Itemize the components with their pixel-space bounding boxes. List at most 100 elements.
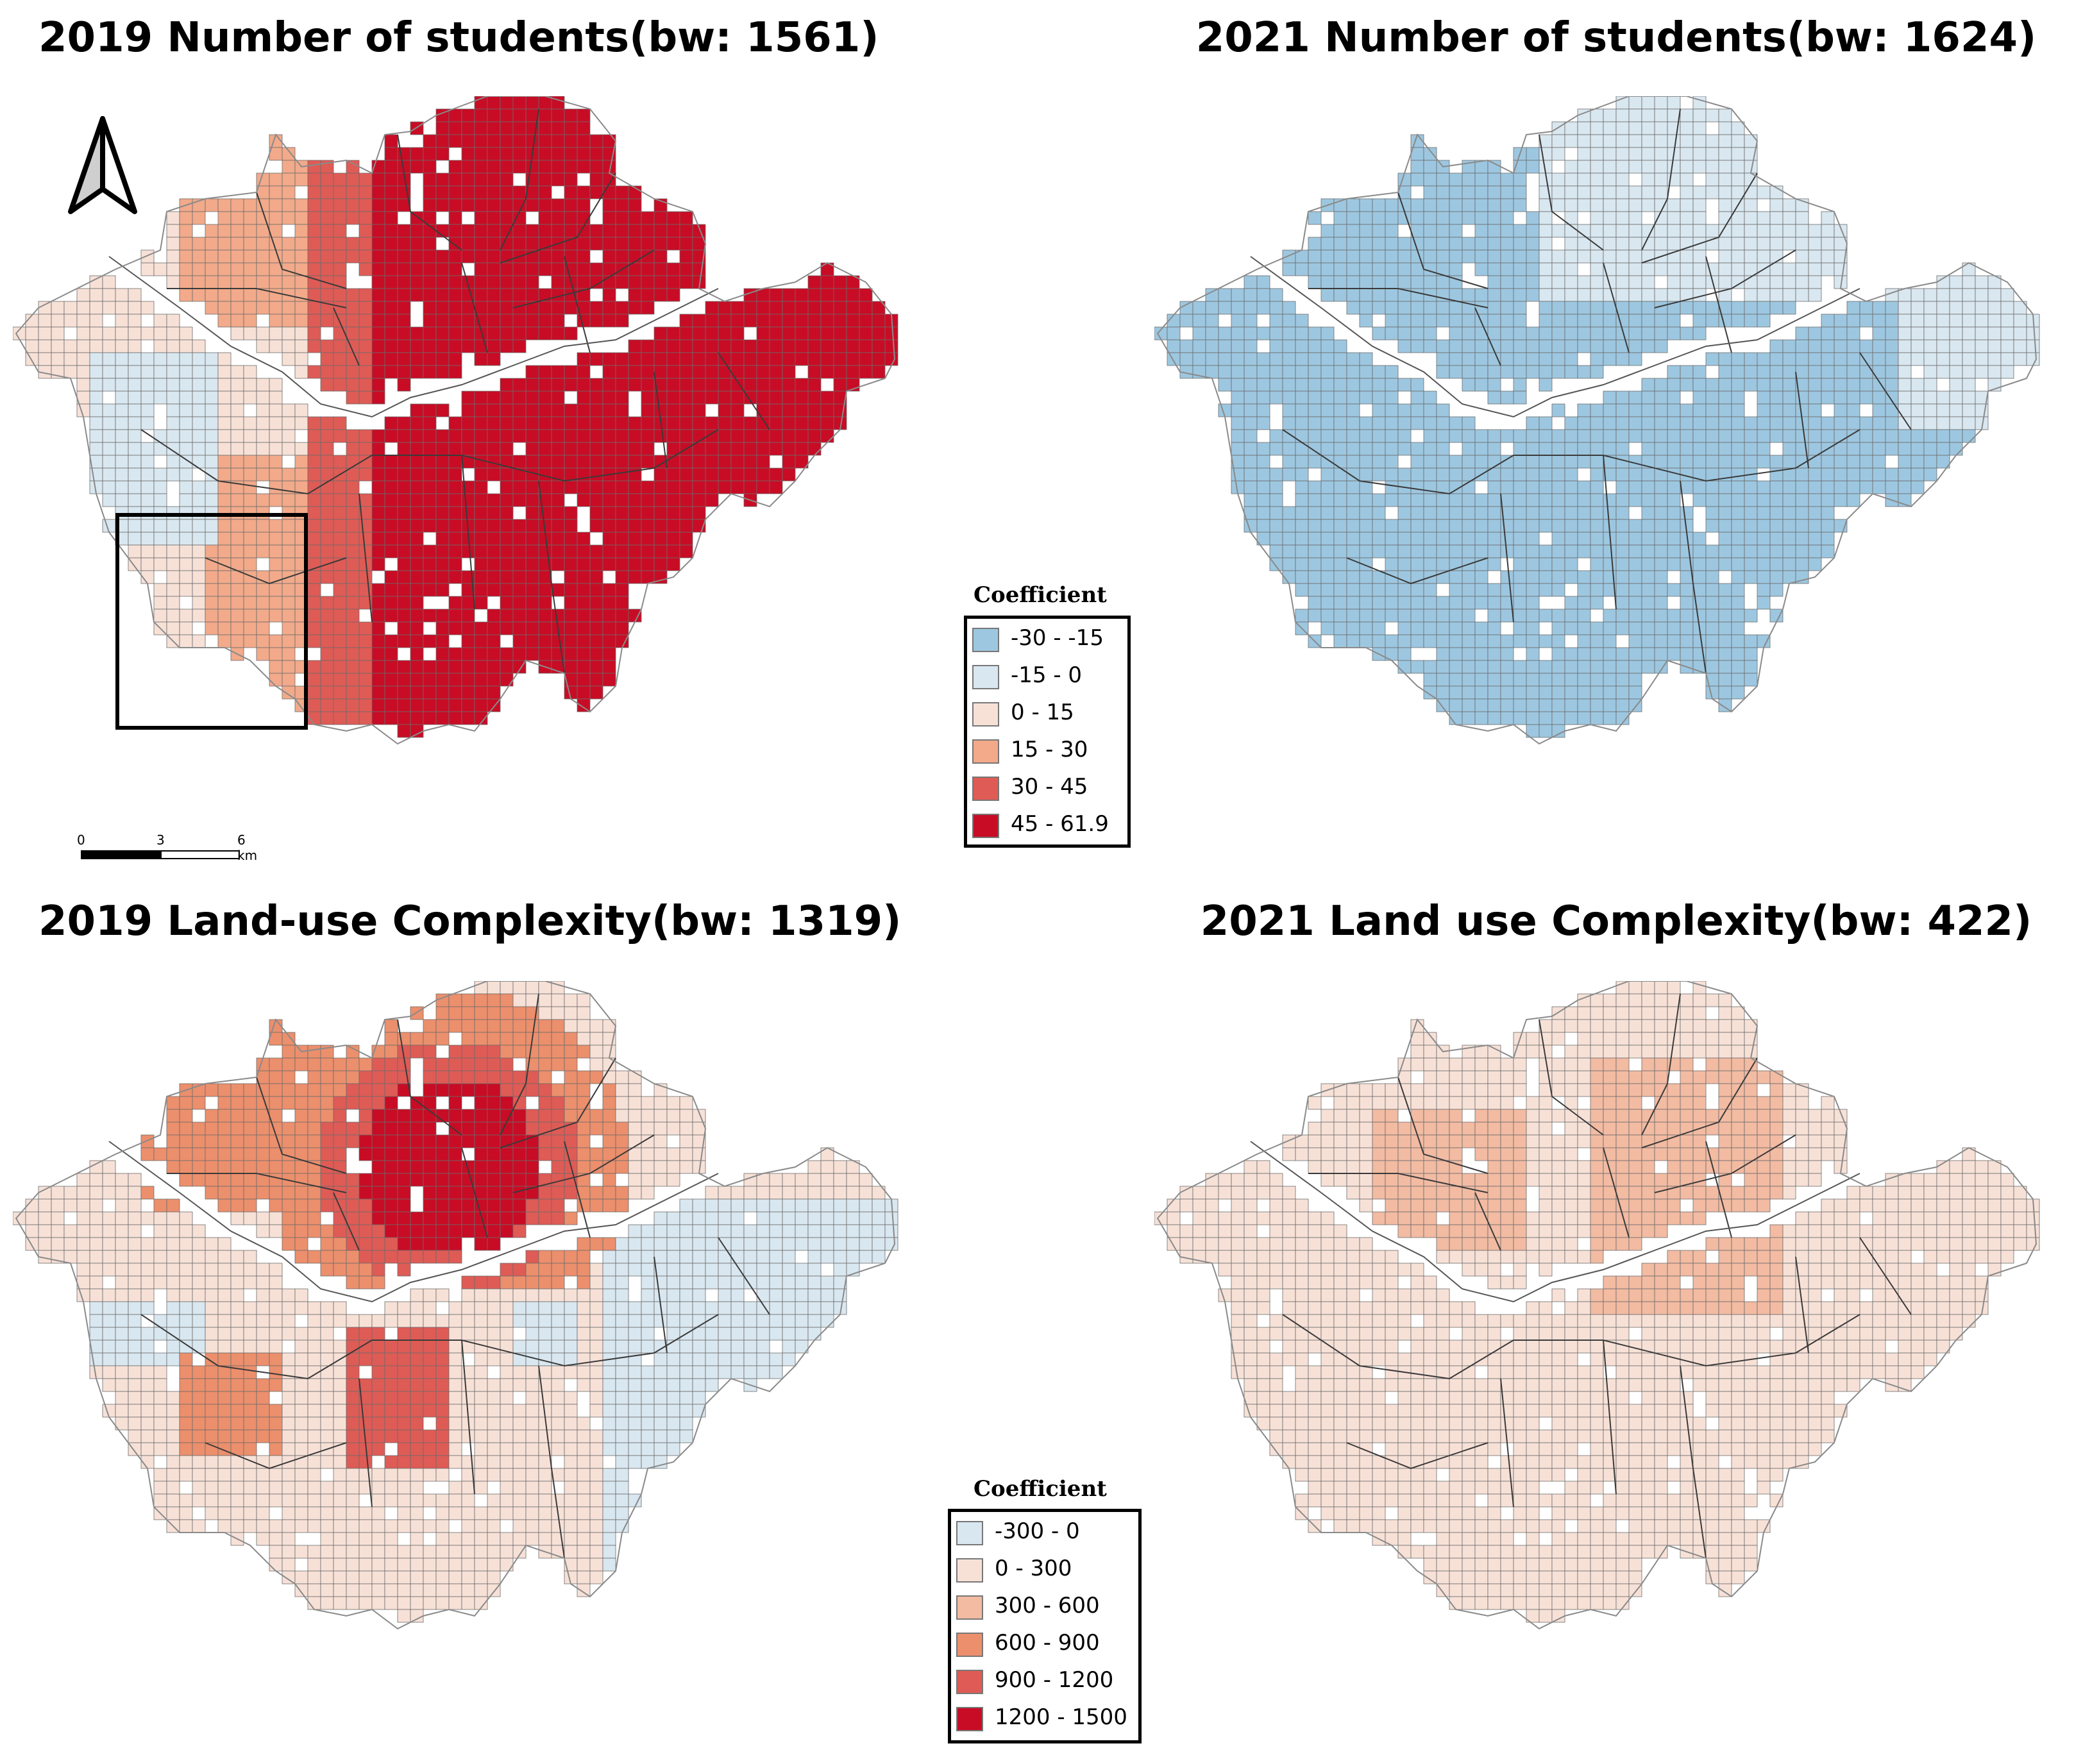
grid-cell — [410, 352, 424, 366]
grid-cell — [872, 339, 886, 353]
grid-cell — [1346, 480, 1360, 494]
grid-cell — [756, 1340, 770, 1354]
grid-cell — [1359, 378, 1373, 392]
grid-cell — [705, 1263, 719, 1277]
grid-cell — [1346, 403, 1360, 417]
grid-cell — [474, 160, 488, 174]
grid-cell — [1385, 519, 1399, 533]
grid-cell — [1551, 544, 1565, 559]
grid-cell — [1500, 288, 1514, 302]
grid-cell — [140, 1186, 155, 1200]
grid-cell — [487, 172, 501, 187]
grid-cell — [192, 1288, 206, 1302]
grid-cell — [1513, 557, 1527, 571]
grid-cell — [1859, 314, 1873, 328]
grid-cell — [1641, 147, 1655, 161]
grid-cell — [51, 1237, 65, 1251]
grid-cell — [1641, 160, 1655, 174]
grid-cell — [384, 185, 398, 199]
grid-cell — [1923, 378, 1937, 392]
grid-cell — [615, 352, 629, 366]
grid-cell — [282, 493, 296, 507]
grid-cell — [1539, 455, 1553, 469]
grid-cell — [1487, 442, 1501, 456]
grid-cell — [782, 1263, 796, 1277]
grid-cell — [140, 352, 155, 366]
grid-cell — [538, 211, 552, 225]
grid-cell — [1295, 583, 1309, 597]
grid-cell — [730, 391, 745, 405]
grid-cell — [756, 1314, 770, 1328]
grid-cell — [589, 160, 603, 174]
grid-cell — [1731, 596, 1745, 610]
grid-cell — [1692, 365, 1707, 379]
grid-cell — [551, 249, 565, 264]
grid-cell — [397, 1198, 411, 1213]
grid-cell — [1821, 326, 1835, 340]
grid-cell — [1641, 198, 1655, 212]
grid-cell — [1769, 416, 1784, 430]
grid-cell — [448, 1045, 462, 1059]
grid-cell — [1423, 596, 1437, 610]
grid-cell — [410, 1160, 424, 1174]
grid-cell — [1757, 442, 1771, 456]
grid-cell — [1308, 249, 1322, 264]
grid-cell — [602, 442, 616, 456]
grid-cell — [589, 1263, 603, 1277]
grid-cell — [1474, 673, 1488, 687]
grid-cell — [1231, 314, 1245, 328]
grid-cell — [166, 1160, 180, 1174]
grid-cell — [1757, 455, 1771, 469]
grid-cell — [487, 211, 501, 225]
grid-cell — [1526, 621, 1540, 635]
grid-cell — [1654, 96, 1668, 110]
grid-cell — [179, 1160, 193, 1174]
grid-cell — [564, 1327, 578, 1341]
grid-cell — [628, 352, 642, 366]
grid-cell — [1269, 544, 1283, 559]
grid-cell — [1320, 544, 1335, 559]
grid-cell — [846, 326, 860, 340]
grid-cell — [666, 519, 680, 533]
grid-cell — [1397, 249, 1412, 264]
grid-cell — [1910, 429, 1925, 443]
grid-cell — [282, 1186, 296, 1200]
grid-cell — [269, 326, 283, 340]
grid-cell — [1910, 442, 1925, 456]
grid-cell — [1615, 506, 1630, 520]
grid-cell — [1474, 711, 1488, 725]
grid-cell — [525, 275, 539, 289]
grid-cell — [1564, 185, 1578, 199]
grid-cell — [1449, 237, 1463, 251]
grid-cell — [2000, 288, 2014, 302]
grid-cell — [1628, 647, 1642, 661]
grid-cell — [1667, 557, 1681, 571]
grid-cell — [1500, 698, 1514, 712]
grid-cell — [1846, 365, 1860, 379]
grid-cell — [1975, 339, 1989, 353]
grid-cell — [2000, 326, 2014, 340]
grid-cell — [692, 1224, 706, 1238]
grid-cell — [872, 1198, 886, 1213]
grid-cell — [538, 224, 552, 238]
grid-cell — [461, 339, 475, 353]
grid-cell — [1667, 442, 1681, 456]
grid-cell — [1346, 262, 1360, 276]
grid-cell — [371, 275, 385, 289]
grid-cell — [500, 467, 514, 482]
grid-cell — [1692, 634, 1707, 648]
grid-cell — [307, 211, 321, 225]
grid-cell — [1641, 570, 1655, 584]
grid-cell — [294, 1198, 308, 1213]
grid-cell — [538, 596, 552, 610]
grid-cell — [358, 1263, 373, 1277]
grid-cell — [1680, 224, 1694, 238]
grid-cell — [769, 314, 783, 328]
grid-cell — [615, 1352, 629, 1366]
grid-cell — [1231, 442, 1245, 456]
grid-cell — [666, 339, 680, 353]
grid-cell — [179, 352, 193, 366]
grid-cell — [705, 378, 719, 392]
grid-cell — [474, 660, 488, 674]
grid-cell — [512, 108, 527, 122]
